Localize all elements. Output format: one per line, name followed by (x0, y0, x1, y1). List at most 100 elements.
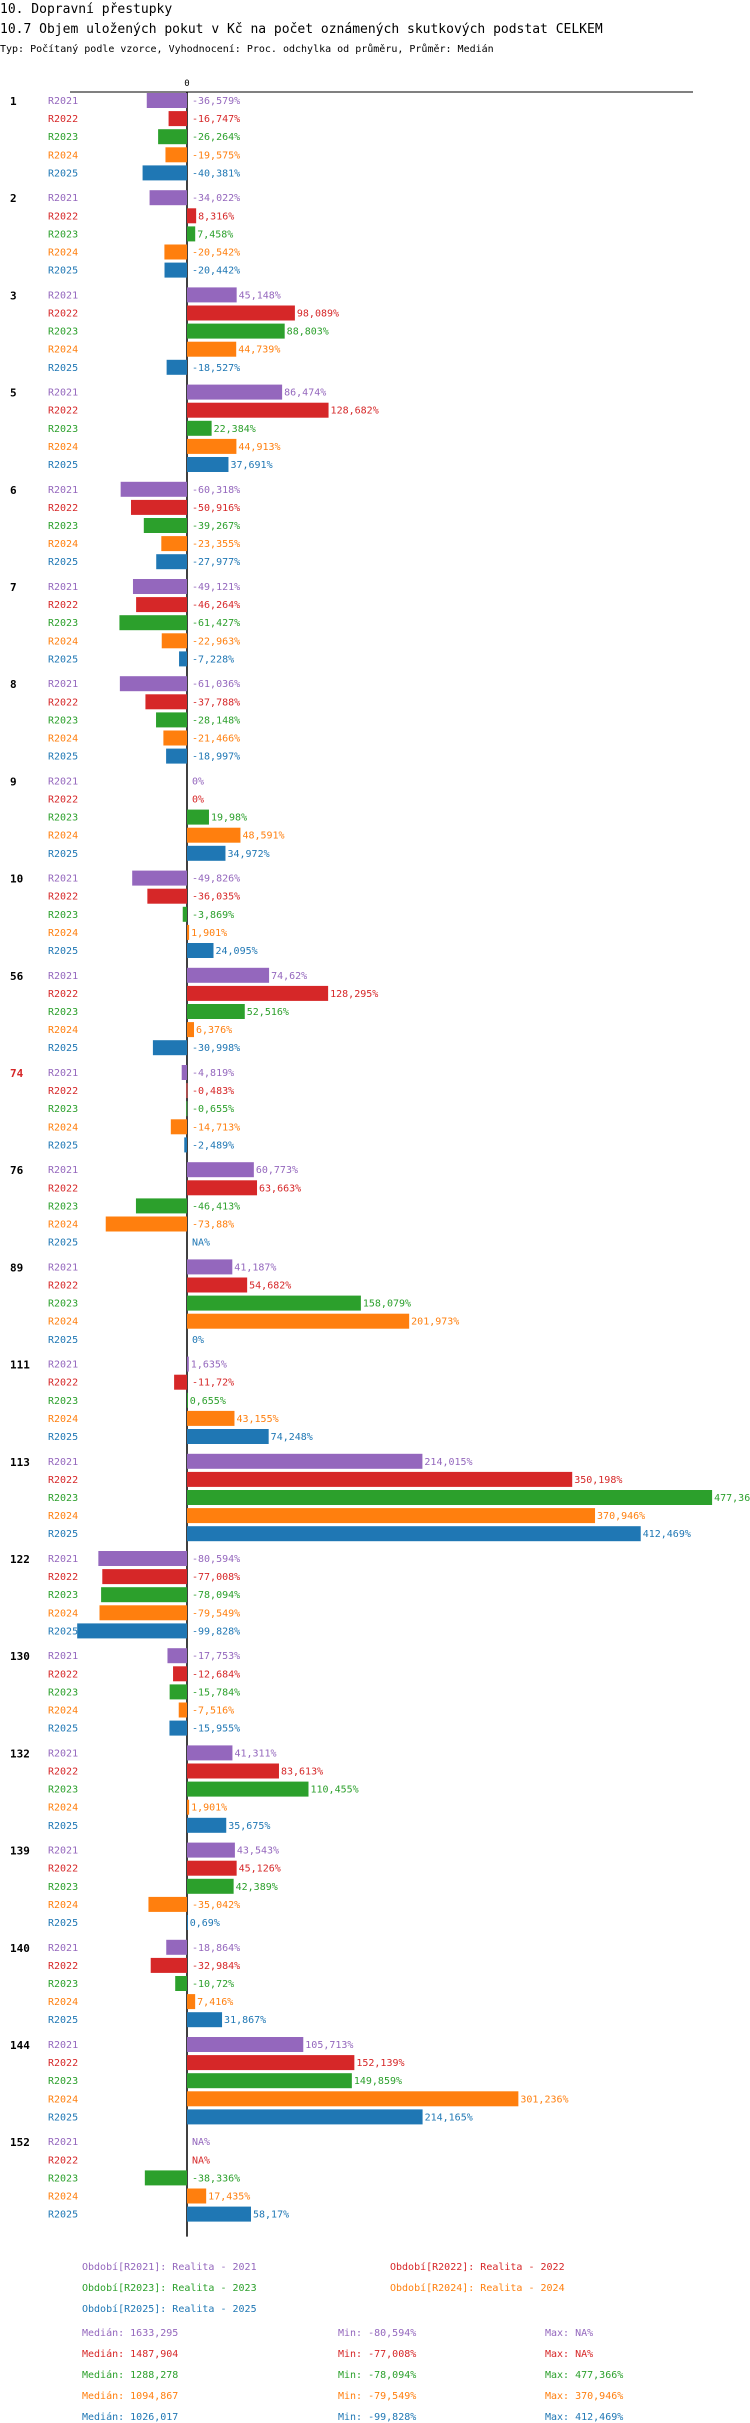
value-label: 350,198% (574, 1475, 622, 1486)
value-label: -3,869% (192, 910, 234, 921)
value-label: 41,187% (234, 1262, 276, 1273)
value-label: 44,739% (238, 345, 280, 356)
group-label: 132 (10, 1747, 30, 1760)
bar (148, 1896, 187, 1912)
group-label: 9 (10, 775, 17, 788)
group-label: 8 (10, 678, 17, 691)
value-label: -78,094% (192, 1590, 240, 1601)
series-label: R2022 (48, 600, 78, 611)
series-label: R2021 (48, 1943, 78, 1954)
bar (187, 1392, 188, 1408)
series-label: R2023 (48, 1590, 78, 1601)
series-label: R2022 (48, 1183, 78, 1194)
bar (187, 2188, 207, 2204)
legend-max-R2022: Max: NA% (545, 2349, 594, 2360)
value-label: 0% (192, 776, 204, 787)
bar (187, 1453, 423, 1469)
series-label: R2024 (48, 1025, 78, 1036)
bar (187, 845, 226, 861)
series-label: R2025 (48, 1432, 78, 1443)
series-label: R2024 (48, 636, 78, 647)
bar (187, 1004, 245, 1019)
series-label: R2021 (48, 874, 78, 885)
series-label: R2023 (48, 1299, 78, 1310)
legend-period-R2024: Období[R2024]: Realita - 2024 (390, 2283, 565, 2294)
legend-period-R2021: Období[R2021]: Realita - 2021 (82, 2262, 257, 2273)
series-label: R2021 (48, 290, 78, 301)
value-label: NA% (192, 2137, 210, 2148)
bar (187, 2055, 355, 2071)
page-title: 10. Dopravní přestupky (0, 2, 173, 17)
bar (187, 2206, 251, 2222)
bar (187, 1313, 410, 1329)
value-label: -73,88% (192, 1220, 234, 1231)
value-label: -61,036% (192, 679, 240, 690)
bar (187, 208, 197, 224)
value-label: 0,69% (190, 1918, 220, 1929)
bar (170, 1119, 187, 1135)
value-label: 6,376% (196, 1025, 232, 1036)
series-label: R2022 (48, 892, 78, 903)
value-label: 88,803% (287, 327, 329, 338)
value-label: -10,72% (192, 1979, 234, 1990)
series-label: R2023 (48, 2173, 78, 2184)
series-label: R2023 (48, 1201, 78, 1212)
value-label: -79,549% (192, 1608, 240, 1619)
value-label: 105,713% (305, 2040, 353, 2051)
bar (142, 165, 187, 181)
series-label: R2022 (48, 114, 78, 125)
value-label: -99,828% (192, 1626, 240, 1637)
value-label: -28,148% (192, 715, 240, 726)
bar (164, 262, 187, 278)
value-label: -17,753% (192, 1651, 240, 1662)
group-label: 122 (10, 1553, 30, 1566)
value-label: 301,236% (520, 2094, 568, 2105)
series-label: R2023 (48, 132, 78, 143)
bar (187, 1860, 237, 1876)
value-label: -46,413% (192, 1201, 240, 1212)
value-label: 214,165% (425, 2112, 473, 2123)
series-label: R2025 (48, 849, 78, 860)
series-label: R2022 (48, 697, 78, 708)
bar (132, 579, 187, 594)
group-label: 74 (10, 1067, 24, 1080)
series-label: R2024 (48, 1706, 78, 1717)
legend-min-R2023: Min: -78,094% (338, 2370, 417, 2381)
series-label: R2024 (48, 1900, 78, 1911)
bar (166, 748, 187, 764)
series-label: R2023 (48, 1979, 78, 1990)
series-label: R2022 (48, 406, 78, 417)
bar (178, 1702, 187, 1718)
value-label: -49,121% (192, 582, 240, 593)
value-label: -34,022% (192, 193, 240, 204)
series-label: R2025 (48, 557, 78, 568)
bar (173, 1666, 187, 1682)
legend-max-R2025: Max: 412,469% (545, 2412, 624, 2423)
value-label: 86,474% (284, 388, 326, 399)
series-label: R2022 (48, 1475, 78, 1486)
bar (187, 457, 229, 472)
bar (77, 1623, 187, 1639)
value-label: -21,466% (192, 734, 240, 745)
value-label: 45,148% (239, 290, 281, 301)
bar (144, 2170, 187, 2186)
bar (105, 1216, 187, 1232)
bar (169, 1720, 187, 1736)
value-label: -18,864% (192, 1943, 240, 1954)
value-label: 48,591% (242, 831, 284, 842)
bar (150, 1957, 187, 1973)
value-label: 19,98% (211, 813, 247, 824)
bar (187, 1410, 235, 1426)
value-label: 83,613% (281, 1767, 323, 1778)
series-label: R2021 (48, 1748, 78, 1759)
series-label: R2024 (48, 1511, 78, 1522)
series-label: R2023 (48, 424, 78, 435)
legend-min-R2021: Min: -80,594% (338, 2328, 417, 2339)
value-label: 477,366% (714, 1493, 750, 1504)
series-label: R2024 (48, 734, 78, 745)
value-label: 214,015% (424, 1457, 472, 1468)
bar (187, 1162, 254, 1178)
group-label: 3 (10, 289, 17, 302)
bar (187, 1259, 233, 1275)
